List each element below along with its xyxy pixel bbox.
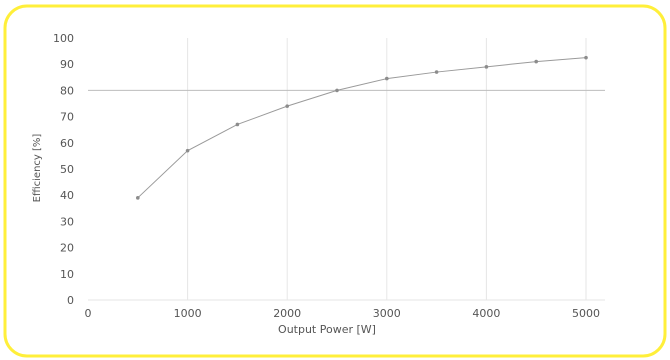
grid-lines — [88, 38, 605, 301]
data-point-4000 — [484, 65, 489, 69]
data-point-2500 — [335, 88, 339, 93]
y-tick-label-40: 40 — [60, 189, 74, 202]
y-tick-label-100: 100 — [53, 32, 74, 45]
y-tick-label-70: 70 — [60, 111, 74, 124]
data-point-500 — [136, 196, 140, 200]
y-axis-title: Efficiency [%] — [32, 134, 43, 203]
data-point-1500 — [235, 122, 240, 127]
x-tick-label-0: 0 — [85, 307, 92, 320]
x-tick-label-5000: 5000 — [572, 307, 600, 320]
x-axis-title: Output Power [W] — [278, 323, 376, 336]
series-group — [136, 55, 588, 200]
y-tick-label-20: 20 — [60, 242, 74, 255]
data-point-5000 — [584, 55, 588, 60]
y-tick-label-0: 0 — [67, 294, 74, 307]
data-point-1000 — [185, 148, 190, 153]
data-point-3500 — [434, 70, 439, 74]
x-tick-label-1000: 1000 — [174, 307, 202, 320]
chart-border — [3, 4, 667, 358]
data-point-3000 — [385, 76, 389, 81]
y-tick-label-60: 60 — [60, 137, 74, 150]
y-tick-label-90: 90 — [60, 58, 74, 71]
series-line-0 — [137, 57, 587, 199]
y-tick-label-30: 30 — [60, 215, 74, 228]
x-tick-label-3000: 3000 — [373, 307, 401, 320]
y-tick-label-10: 10 — [60, 268, 74, 281]
y-tick-label-50: 50 — [60, 163, 74, 176]
y-tick-label-80: 80 — [60, 84, 74, 97]
x-tick-label-4000: 4000 — [472, 307, 500, 320]
data-point-4500 — [534, 59, 538, 64]
x-tick-label-2000: 2000 — [273, 307, 301, 320]
data-point-2000 — [285, 104, 290, 108]
